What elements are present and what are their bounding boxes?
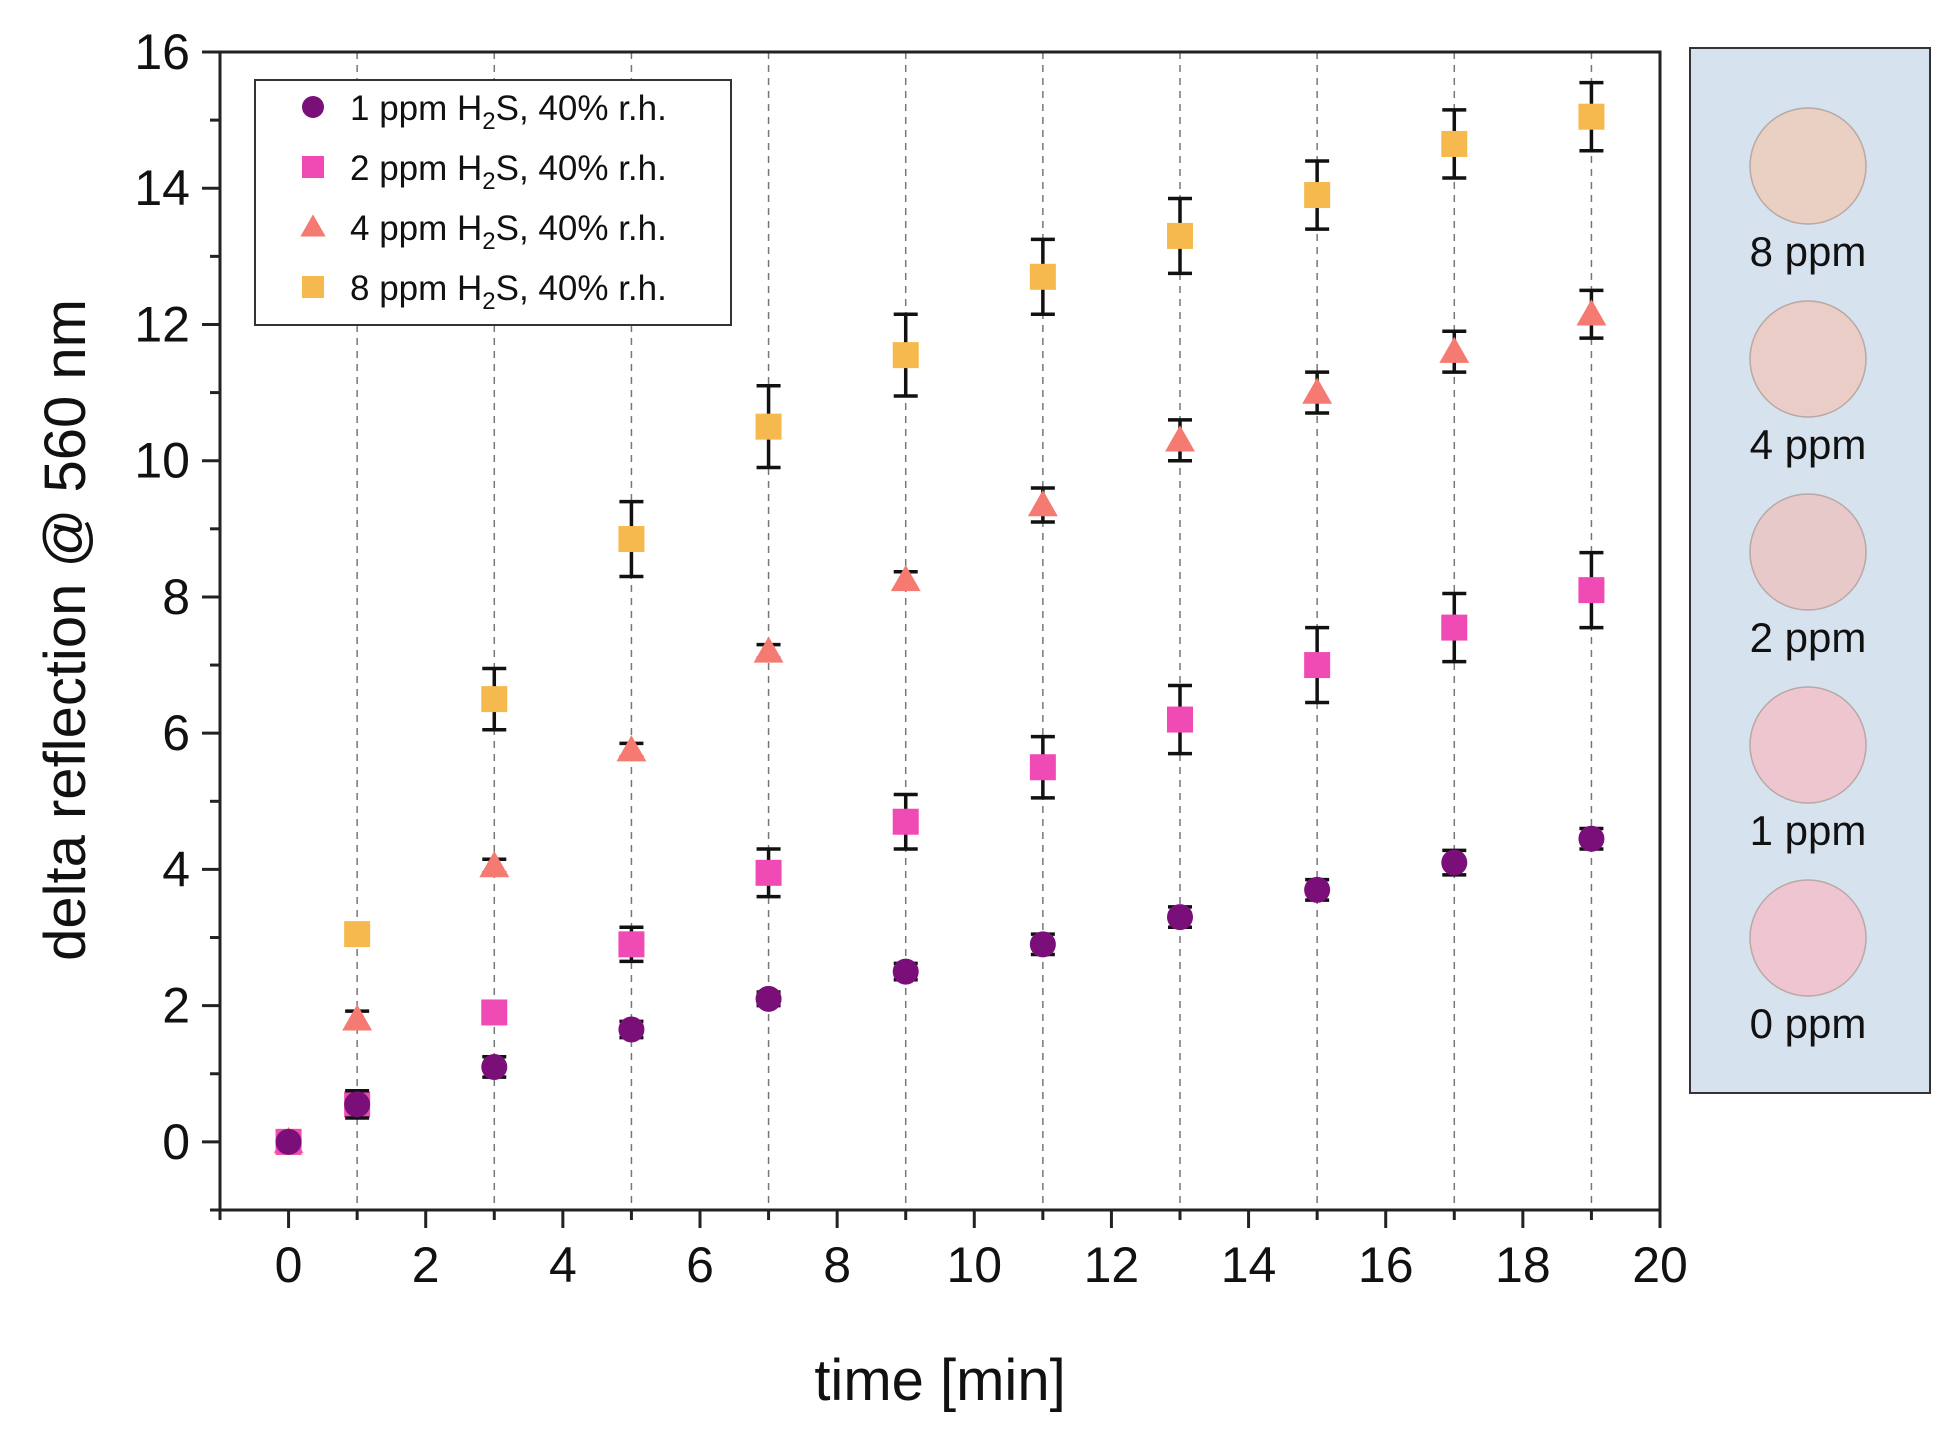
samples-panel: 8 ppm 4 ppm 2 ppm 1 ppm 0 ppm [1689, 47, 1931, 1094]
data-point [1167, 222, 1193, 249]
data-point [481, 1053, 508, 1080]
y-tick-label: 8 [162, 569, 190, 625]
data-point [1029, 754, 1056, 781]
data-point [1576, 299, 1607, 326]
y-tick-label: 6 [162, 705, 190, 761]
x-axis-ticks: 0 2 4 6 8 10 12 14 16 18 20 [218, 1210, 1688, 1293]
data-point [275, 1128, 302, 1155]
legend-marker [302, 156, 324, 178]
legend-label: 1 ppm H2S, 40% r.h. [350, 89, 667, 135]
data-point [344, 921, 371, 948]
y-tick-label: 12 [134, 296, 190, 352]
sample-label: 2 ppm [1750, 614, 1867, 661]
legend-label: 2 ppm H2S, 40% r.h. [350, 149, 667, 195]
data-point [1578, 577, 1605, 604]
series-layer [273, 80, 1607, 1155]
data-point [1441, 849, 1468, 876]
y-tick-label: 4 [162, 841, 190, 897]
x-tick-label: 2 [412, 1237, 440, 1293]
y-tick-label: 10 [134, 433, 190, 489]
x-tick-label: 4 [549, 1237, 577, 1293]
legend-marker [302, 96, 324, 118]
sample-disc [1749, 686, 1867, 804]
data-point [1165, 425, 1195, 452]
x-tick-label: 16 [1358, 1237, 1414, 1293]
data-point [342, 1004, 373, 1031]
x-tick-label: 20 [1632, 1237, 1688, 1293]
x-tick-label: 12 [1084, 1237, 1140, 1293]
sample-label: 4 ppm [1750, 421, 1867, 468]
data-point [890, 564, 921, 592]
data-point [1441, 130, 1468, 157]
data-point [1167, 706, 1193, 733]
data-point [1029, 931, 1056, 958]
data-point [481, 686, 508, 713]
sample-label: 0 ppm [1750, 1000, 1867, 1047]
data-point [479, 851, 510, 878]
series-2 [275, 550, 1605, 1155]
legend-box [254, 79, 732, 326]
plot-frame [218, 50, 1662, 1212]
x-tick-label: 18 [1495, 1237, 1551, 1293]
legend-marker [302, 276, 324, 298]
data-point [892, 808, 919, 835]
data-point [1578, 103, 1605, 130]
series-1 [275, 825, 1605, 1155]
data-point [618, 526, 645, 553]
y-tick-label: 16 [134, 24, 190, 80]
sample-disc [1749, 493, 1867, 611]
data-point [616, 735, 647, 762]
data-point [1439, 336, 1470, 363]
data-point [892, 958, 919, 985]
x-axis-title: time [min] [814, 1348, 1065, 1413]
legend-label: 4 ppm H2S, 40% r.h. [350, 209, 667, 255]
data-point [1304, 876, 1331, 903]
sample-label: 8 ppm [1750, 228, 1867, 275]
legend-marker [300, 214, 326, 237]
x-tick-label: 10 [946, 1237, 1002, 1293]
y-axis-title: delta reflection @ 560 nm [33, 299, 98, 961]
y-tick-label: 0 [162, 1114, 190, 1170]
data-point [344, 1091, 371, 1118]
data-point [1302, 377, 1333, 404]
data-point [1304, 182, 1331, 209]
data-point [755, 413, 782, 440]
x-tick-label: 0 [275, 1237, 303, 1293]
y-tick-label: 14 [134, 160, 190, 216]
series-3 [273, 288, 1607, 1154]
y-axis-ticks: 0 2 4 6 8 10 12 14 16 [134, 24, 220, 1212]
y-tick-label: 2 [162, 978, 190, 1034]
legend-label: 8 ppm H2S, 40% r.h. [350, 269, 667, 315]
x-tick-label: 8 [823, 1237, 851, 1293]
data-point [753, 636, 784, 663]
sample-disc [1749, 107, 1867, 225]
data-point [1167, 904, 1193, 931]
data-point [1304, 652, 1331, 679]
sample-label: 1 ppm [1750, 807, 1867, 854]
data-point [1027, 490, 1058, 517]
data-point [1578, 825, 1605, 852]
data-point [755, 985, 782, 1012]
x-tick-label: 6 [686, 1237, 714, 1293]
x-tick-label: 14 [1221, 1237, 1277, 1293]
sample-disc [1749, 879, 1867, 997]
data-point [755, 859, 782, 886]
sample-disc [1749, 300, 1867, 418]
data-point [1441, 614, 1468, 641]
data-point [892, 342, 919, 369]
data-point [481, 999, 508, 1026]
legend: 1 ppm H2S, 40% r.h. 2 ppm H2S, 40% r.h. 4 … [254, 79, 732, 326]
data-point [618, 931, 645, 958]
data-point [618, 1016, 645, 1043]
data-point [1029, 263, 1056, 290]
